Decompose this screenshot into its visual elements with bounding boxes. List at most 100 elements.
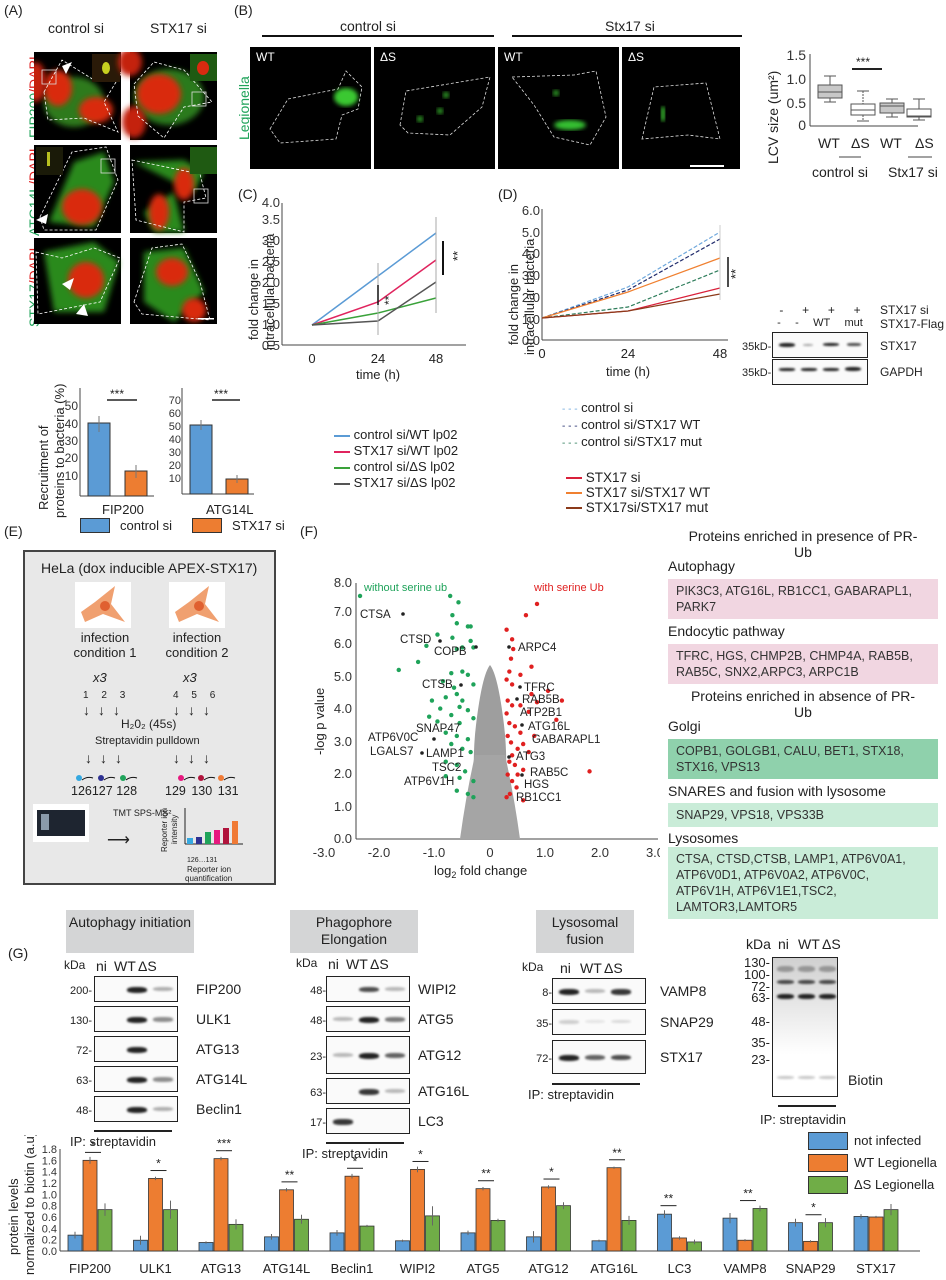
blot-label-vamp8: VAMP8 xyxy=(660,983,707,999)
blot-kda: 48- xyxy=(310,985,326,997)
cat-endocytic-proteins: TFRC, HGS, CHMP2B, CHMP4A, RAB5B, RAB5C,… xyxy=(668,644,938,684)
svg-text:LC3: LC3 xyxy=(668,1261,692,1276)
svg-text:ATP2B1: ATP2B1 xyxy=(520,707,562,719)
legend-swatch-control xyxy=(80,518,110,533)
svg-text:***: *** xyxy=(214,387,228,401)
legend-label-stx17: STX17 si xyxy=(232,518,285,533)
svg-text:0.6: 0.6 xyxy=(42,1212,57,1224)
blot-kda: 48- xyxy=(751,1014,770,1029)
svg-text:3.0: 3.0 xyxy=(522,268,540,283)
panelC-recruitment-bars: Recruitment of proteins to bacteria (%) … xyxy=(36,384,254,518)
panelG-legend: not infected WT Legionella ΔS Legionella xyxy=(808,1130,937,1196)
tmt-labels-1: 126127 128 xyxy=(71,784,138,798)
svg-text:24: 24 xyxy=(621,346,635,361)
panelB-group-control: control si xyxy=(340,18,397,34)
blot-kda: 23- xyxy=(310,1051,326,1063)
cat-autophagy-proteins: PIK3C3, ATG16L, RB1CC1, GABARAPL1, PARK7 xyxy=(668,579,938,619)
ip-line xyxy=(326,1142,404,1144)
panelE-workflow-box: HeLa (dox inducible APEX-STX17) infectio… xyxy=(23,550,276,885)
svg-text:8.0: 8.0 xyxy=(334,575,352,590)
svg-text:1.0: 1.0 xyxy=(262,317,280,332)
svg-text:6.0: 6.0 xyxy=(334,636,352,651)
panelF-lists: Proteins enriched in presence of PR-Ub A… xyxy=(668,528,944,920)
ip-line xyxy=(552,1083,640,1085)
method-arrow: ⟶ xyxy=(107,832,130,849)
blot-group-lysosomal-title: Lysosomal fusion xyxy=(536,910,634,953)
blot-kda: 23- xyxy=(751,1052,770,1067)
svg-text:*: * xyxy=(353,1154,358,1168)
c-legend-item-2: control si/ΔS lp02 xyxy=(334,459,458,475)
svg-text:5.0: 5.0 xyxy=(522,225,540,240)
panelD-legend-dashed: - - - control si - - - control si/STX17 … xyxy=(562,400,702,451)
svg-text:1.0: 1.0 xyxy=(536,845,554,860)
svg-text:**: ** xyxy=(743,1187,753,1201)
panel-label-c: (C) xyxy=(238,186,258,202)
svg-text:126…131: 126…131 xyxy=(187,857,217,864)
svg-text:0.5: 0.5 xyxy=(262,338,280,353)
arrows1: ↓↓↓ xyxy=(83,702,128,718)
svg-text:SNAP29: SNAP29 xyxy=(786,1261,836,1276)
svg-text:**: ** xyxy=(612,1146,622,1160)
svg-text:Reporter ion: Reporter ion xyxy=(187,865,231,874)
panelB-tag-ds2: ΔS xyxy=(628,50,645,64)
blot-kda: 72- xyxy=(536,1053,552,1065)
samples1: 1 2 3 xyxy=(83,690,126,701)
svg-text:1.5: 1.5 xyxy=(787,47,807,63)
svg-text:FIP200: FIP200 xyxy=(69,1261,111,1276)
svg-text:6.0: 6.0 xyxy=(522,203,540,218)
svg-text:ATG16L: ATG16L xyxy=(590,1261,637,1276)
svg-text:ATG16L: ATG16L xyxy=(528,721,571,733)
svg-text:**: ** xyxy=(664,1192,674,1206)
cond1-label: infection condition 1 xyxy=(73,630,137,660)
svg-text:RB1CC1: RB1CC1 xyxy=(516,792,561,804)
svg-text:GABARAPL1: GABARAPL1 xyxy=(532,734,600,746)
blot-kda: 200- xyxy=(69,985,92,997)
blot-label-snap29: SNAP29 xyxy=(660,1014,714,1030)
svg-text:TFRC: TFRC xyxy=(524,682,555,694)
c-ylabel-1: fold change in xyxy=(246,259,261,340)
svg-text:CTSA: CTSA xyxy=(360,609,391,621)
svg-text:log2 fold change: log2 fold change xyxy=(434,863,527,880)
svg-text:0.8: 0.8 xyxy=(42,1201,57,1213)
svg-text:with serine Ub: with serine Ub xyxy=(533,582,604,594)
svg-text:CTSD: CTSD xyxy=(400,634,431,646)
blot-group-phagophore-title: Phagophore Elongation xyxy=(290,910,418,953)
svg-text:24: 24 xyxy=(371,351,385,366)
svg-text:**: ** xyxy=(382,295,396,305)
svg-text:ATG14L: ATG14L xyxy=(263,1261,310,1276)
svg-text:3.5: 3.5 xyxy=(262,212,280,227)
svg-text:**: ** xyxy=(481,1167,491,1181)
blot-kda: 35- xyxy=(751,1035,770,1050)
cat-golgi-label: Golgi xyxy=(668,718,701,734)
svg-text:4.0: 4.0 xyxy=(522,246,540,261)
svg-text:Stx17 si: Stx17 si xyxy=(888,164,938,180)
blot-kda: 63- xyxy=(751,990,770,1005)
svg-text:Reporter ion: Reporter ion xyxy=(160,808,169,852)
svg-text:1.2: 1.2 xyxy=(42,1178,57,1190)
panelB-tag-ds1: ΔS xyxy=(380,50,397,64)
d-legend-item-3: STX17 si xyxy=(566,470,710,485)
cat-golgi-proteins: COPB1, GOLGB1, CALU, BET1, STX18, STX16,… xyxy=(668,739,938,779)
c-legend-item-0: control si/WT lp02 xyxy=(334,427,458,443)
cell-icon-1 xyxy=(75,582,131,628)
svg-text:0.0: 0.0 xyxy=(522,333,540,348)
panelB-tag-wt2: WT xyxy=(504,50,523,64)
svg-text:WIPI2: WIPI2 xyxy=(400,1261,435,1276)
svg-text:fold change in: fold change in xyxy=(506,264,521,345)
svg-text:time (h): time (h) xyxy=(606,364,650,379)
svg-text:1.5: 1.5 xyxy=(262,296,280,311)
panelA-col-control: control si xyxy=(48,20,105,36)
blot-kda: 63- xyxy=(310,1087,326,1099)
svg-text:LGALS7: LGALS7 xyxy=(370,746,413,758)
blot-kda: 35- xyxy=(536,1018,552,1030)
blot-label-wipi2: WIPI2 xyxy=(418,981,457,997)
blot-label-stx17: STX17 xyxy=(660,1049,703,1065)
cell-icon-2 xyxy=(169,582,225,628)
g-legend-item-2: ΔS Legionella xyxy=(808,1174,937,1196)
panelE-title: HeLa (dox inducible APEX-STX17) xyxy=(41,560,258,576)
panelC-legend: control si/WT lp02 STX17 si/WT lp02 cont… xyxy=(334,427,458,491)
svg-text:70: 70 xyxy=(169,395,181,407)
svg-text:ATG3: ATG3 xyxy=(516,751,545,763)
svg-text:0: 0 xyxy=(538,346,545,361)
svg-text:ATG12: ATG12 xyxy=(528,1261,568,1276)
